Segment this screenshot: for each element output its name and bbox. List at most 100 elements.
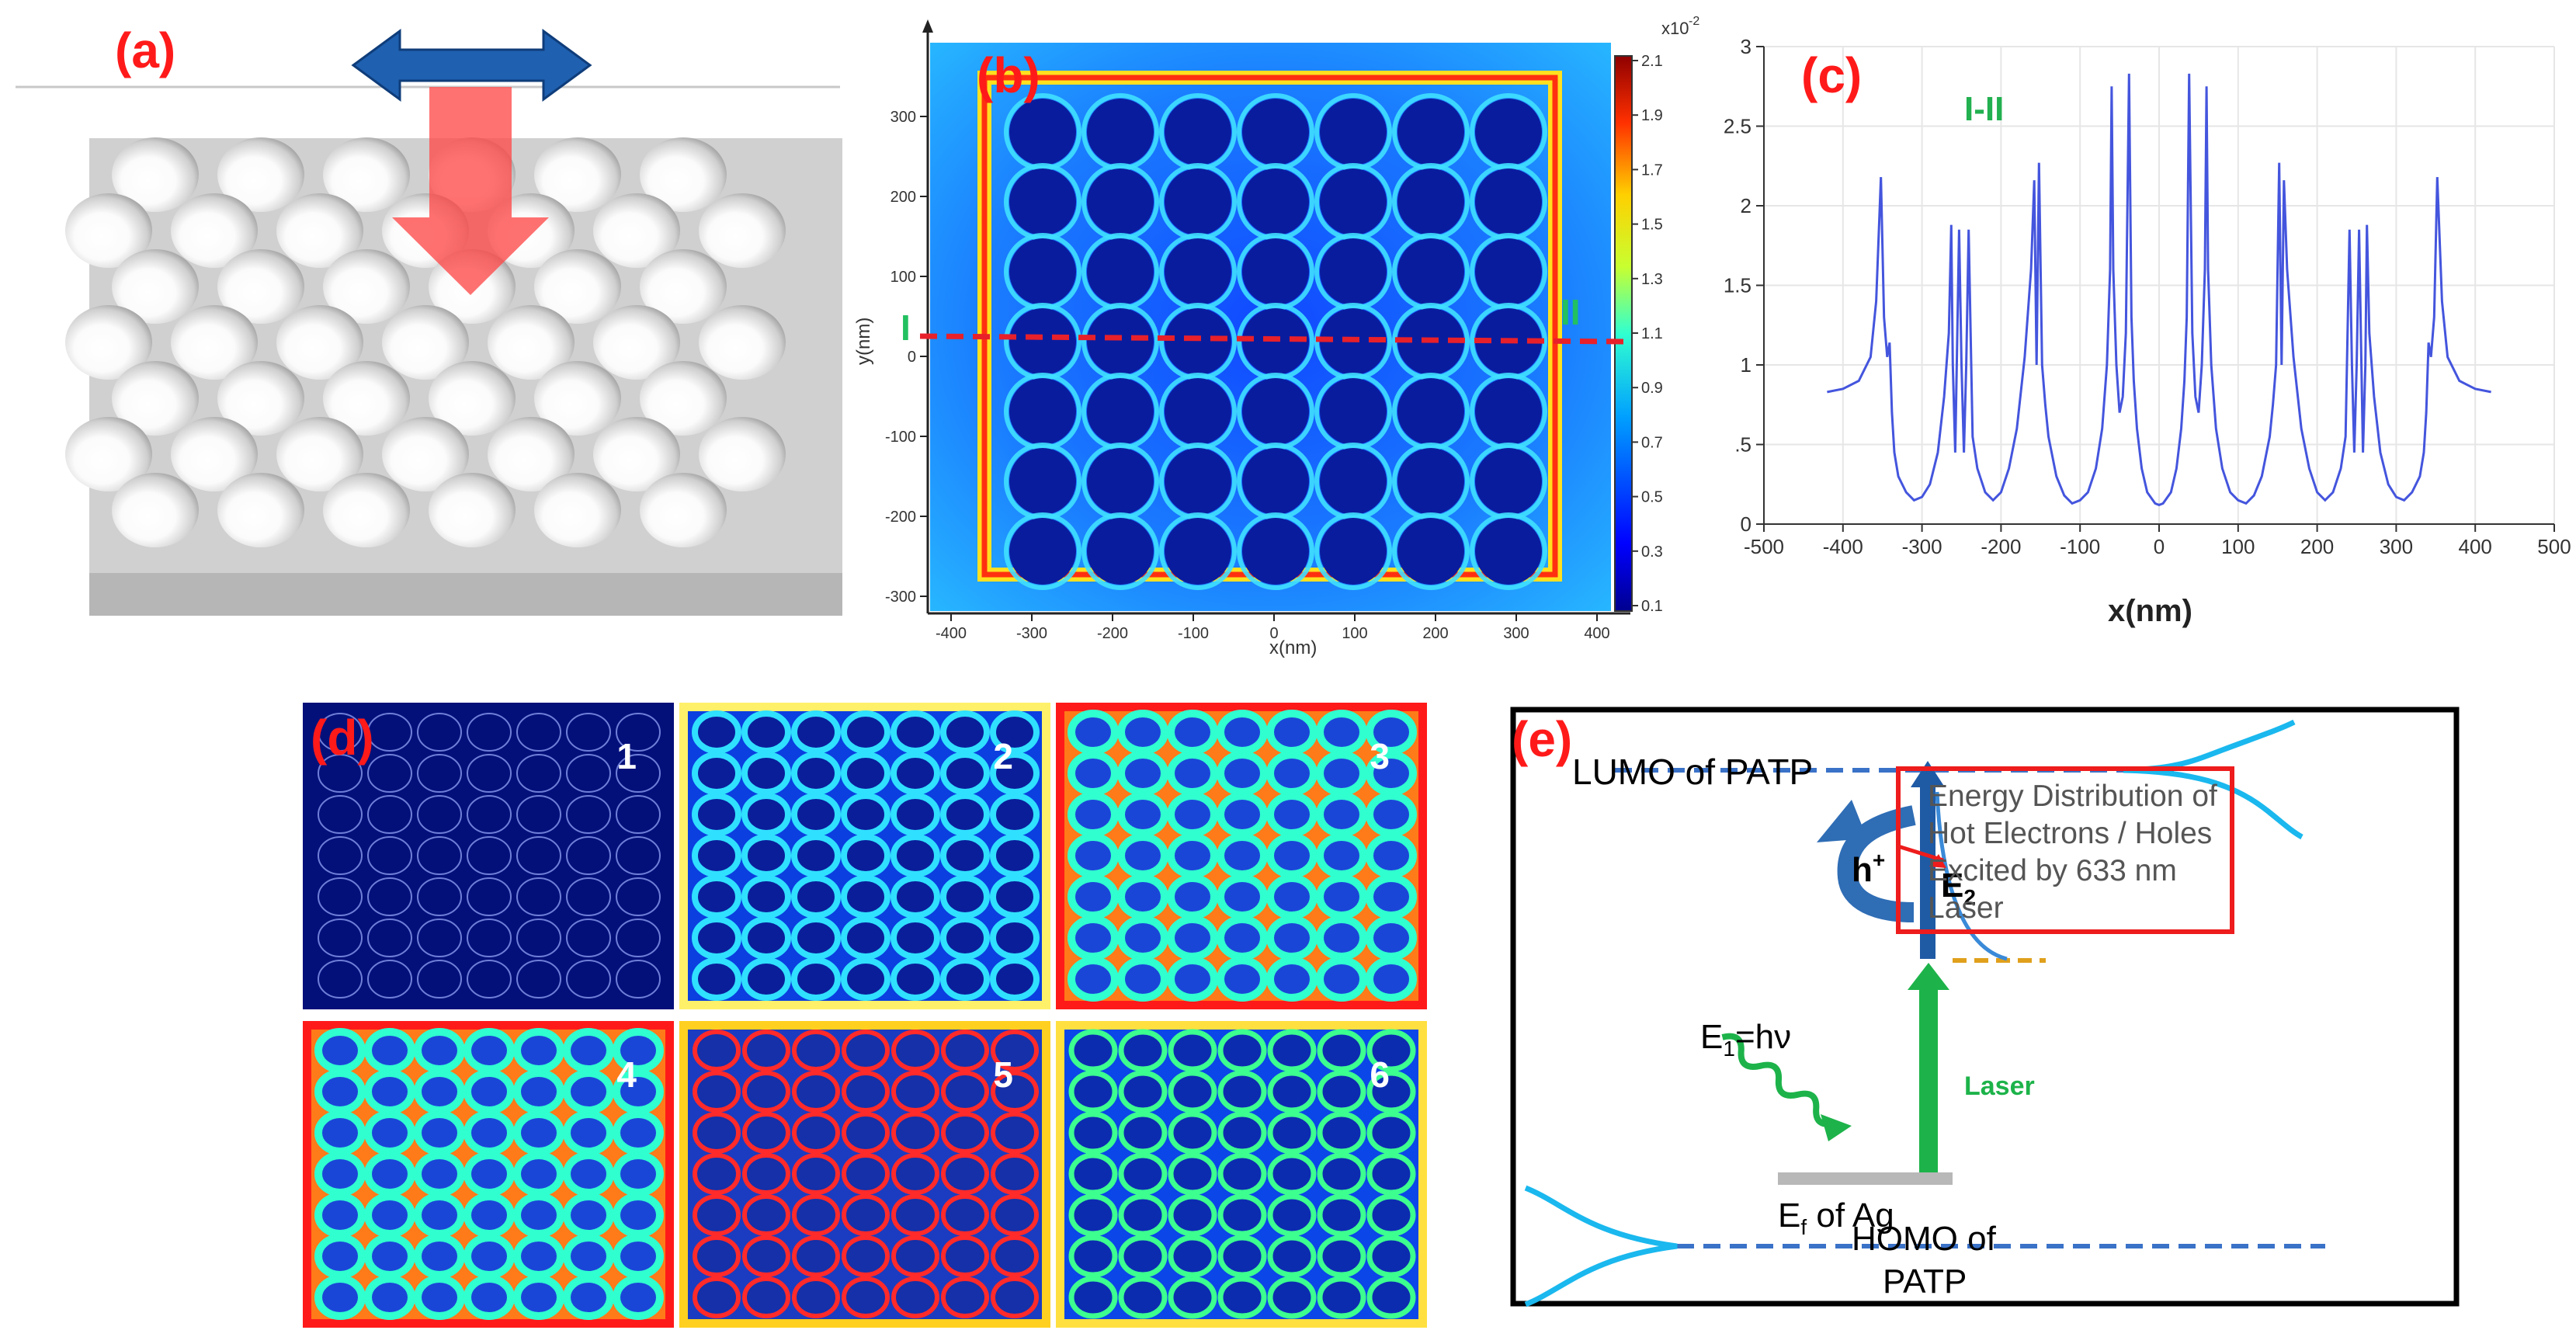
void — [1068, 1111, 1118, 1155]
panel-d: 1 2 3 4 5 6 (d) — [294, 694, 1436, 1336]
void — [1009, 448, 1076, 515]
hemisphere — [593, 305, 680, 380]
colorbar-tick-label: 1.1 — [1641, 325, 1663, 342]
void — [1168, 1235, 1217, 1278]
void — [616, 754, 661, 793]
void — [990, 752, 1040, 795]
hemisphere — [217, 137, 304, 212]
void — [367, 713, 412, 752]
hemisphere — [534, 473, 621, 547]
panel-c: -500 -400 -300 -200 -100 0 100 200 300 400 500 0 .5 1… — [1700, 0, 2576, 644]
void — [841, 752, 890, 795]
void — [314, 1028, 366, 1073]
hemisphere — [640, 137, 727, 212]
hemisphere — [699, 417, 786, 491]
void — [842, 1112, 890, 1154]
void — [842, 1194, 890, 1236]
simulation-tile: 1 — [303, 703, 674, 1009]
void — [314, 1234, 366, 1279]
void — [1009, 168, 1076, 235]
void — [1009, 378, 1076, 445]
void — [692, 793, 741, 836]
void — [563, 1069, 614, 1114]
panel-c-label: (c) — [1801, 47, 1863, 103]
void — [891, 1030, 939, 1071]
hemisphere — [382, 417, 469, 491]
void — [367, 960, 412, 998]
void — [1068, 1029, 1118, 1072]
void — [1320, 378, 1387, 445]
void — [692, 875, 741, 919]
void — [1267, 1235, 1317, 1278]
void — [616, 795, 661, 834]
void — [414, 1028, 465, 1073]
void — [891, 1071, 939, 1113]
void — [1087, 378, 1154, 445]
colorbar-tick-label: 1.9 — [1641, 107, 1663, 124]
x-tick-label: 100 — [2221, 535, 2255, 558]
void — [891, 1235, 939, 1277]
void — [991, 1194, 1039, 1236]
void — [990, 793, 1040, 836]
void — [990, 916, 1040, 960]
void — [566, 836, 611, 875]
void — [1242, 238, 1309, 305]
void — [367, 795, 412, 834]
void — [1217, 792, 1268, 837]
void — [566, 919, 611, 957]
void — [463, 1151, 515, 1196]
void — [1366, 1276, 1416, 1319]
void — [566, 877, 611, 916]
void — [463, 1234, 515, 1279]
void — [414, 1069, 465, 1114]
e2-label: E2 — [1941, 866, 1976, 909]
photon-wave-icon — [1721, 1033, 1836, 1127]
void — [890, 834, 940, 877]
void-rim — [1081, 512, 1159, 590]
void — [890, 957, 940, 1001]
void — [364, 1028, 415, 1073]
void — [314, 1069, 366, 1114]
void — [1217, 1070, 1267, 1113]
e2-arrow-head-icon — [1911, 761, 1945, 787]
void — [417, 877, 462, 916]
void-rim — [1159, 512, 1237, 590]
y-ticks: 300 200 100 0 -100 -200 -300 — [885, 109, 928, 606]
void — [1266, 710, 1318, 755]
void — [1266, 957, 1318, 1002]
void-rim — [1392, 512, 1470, 590]
void — [417, 754, 462, 793]
void — [1118, 1111, 1168, 1155]
void — [1165, 99, 1231, 165]
lumo-label: LUMO of PATP — [1572, 752, 1813, 792]
void — [1267, 1152, 1317, 1196]
hemisphere — [65, 193, 152, 268]
hemisphere — [382, 305, 469, 380]
void — [1068, 1276, 1118, 1319]
void — [791, 875, 841, 919]
void — [890, 875, 940, 919]
void — [1366, 833, 1417, 878]
void — [1117, 792, 1168, 837]
void — [1087, 518, 1154, 585]
void — [1068, 1235, 1118, 1278]
void — [1317, 1235, 1366, 1278]
void — [693, 1235, 741, 1277]
void — [940, 793, 990, 836]
colorbar-exponent: x10 — [1661, 19, 1689, 38]
simulation-tile: 4 — [294, 1012, 682, 1336]
void — [841, 793, 890, 836]
void — [1366, 957, 1417, 1002]
void — [563, 1234, 614, 1279]
y-tick-label: 200 — [890, 189, 916, 206]
heatmap-voids — [1004, 93, 1547, 590]
void — [367, 919, 412, 957]
simulation-tile: 5 — [671, 1012, 1059, 1336]
void — [1118, 1070, 1168, 1113]
void — [1242, 518, 1309, 585]
void — [1217, 833, 1268, 878]
hemisphere — [276, 193, 363, 268]
e1-label: E1=hν — [1700, 1018, 1791, 1061]
void — [1366, 1070, 1416, 1113]
void — [742, 1112, 790, 1154]
